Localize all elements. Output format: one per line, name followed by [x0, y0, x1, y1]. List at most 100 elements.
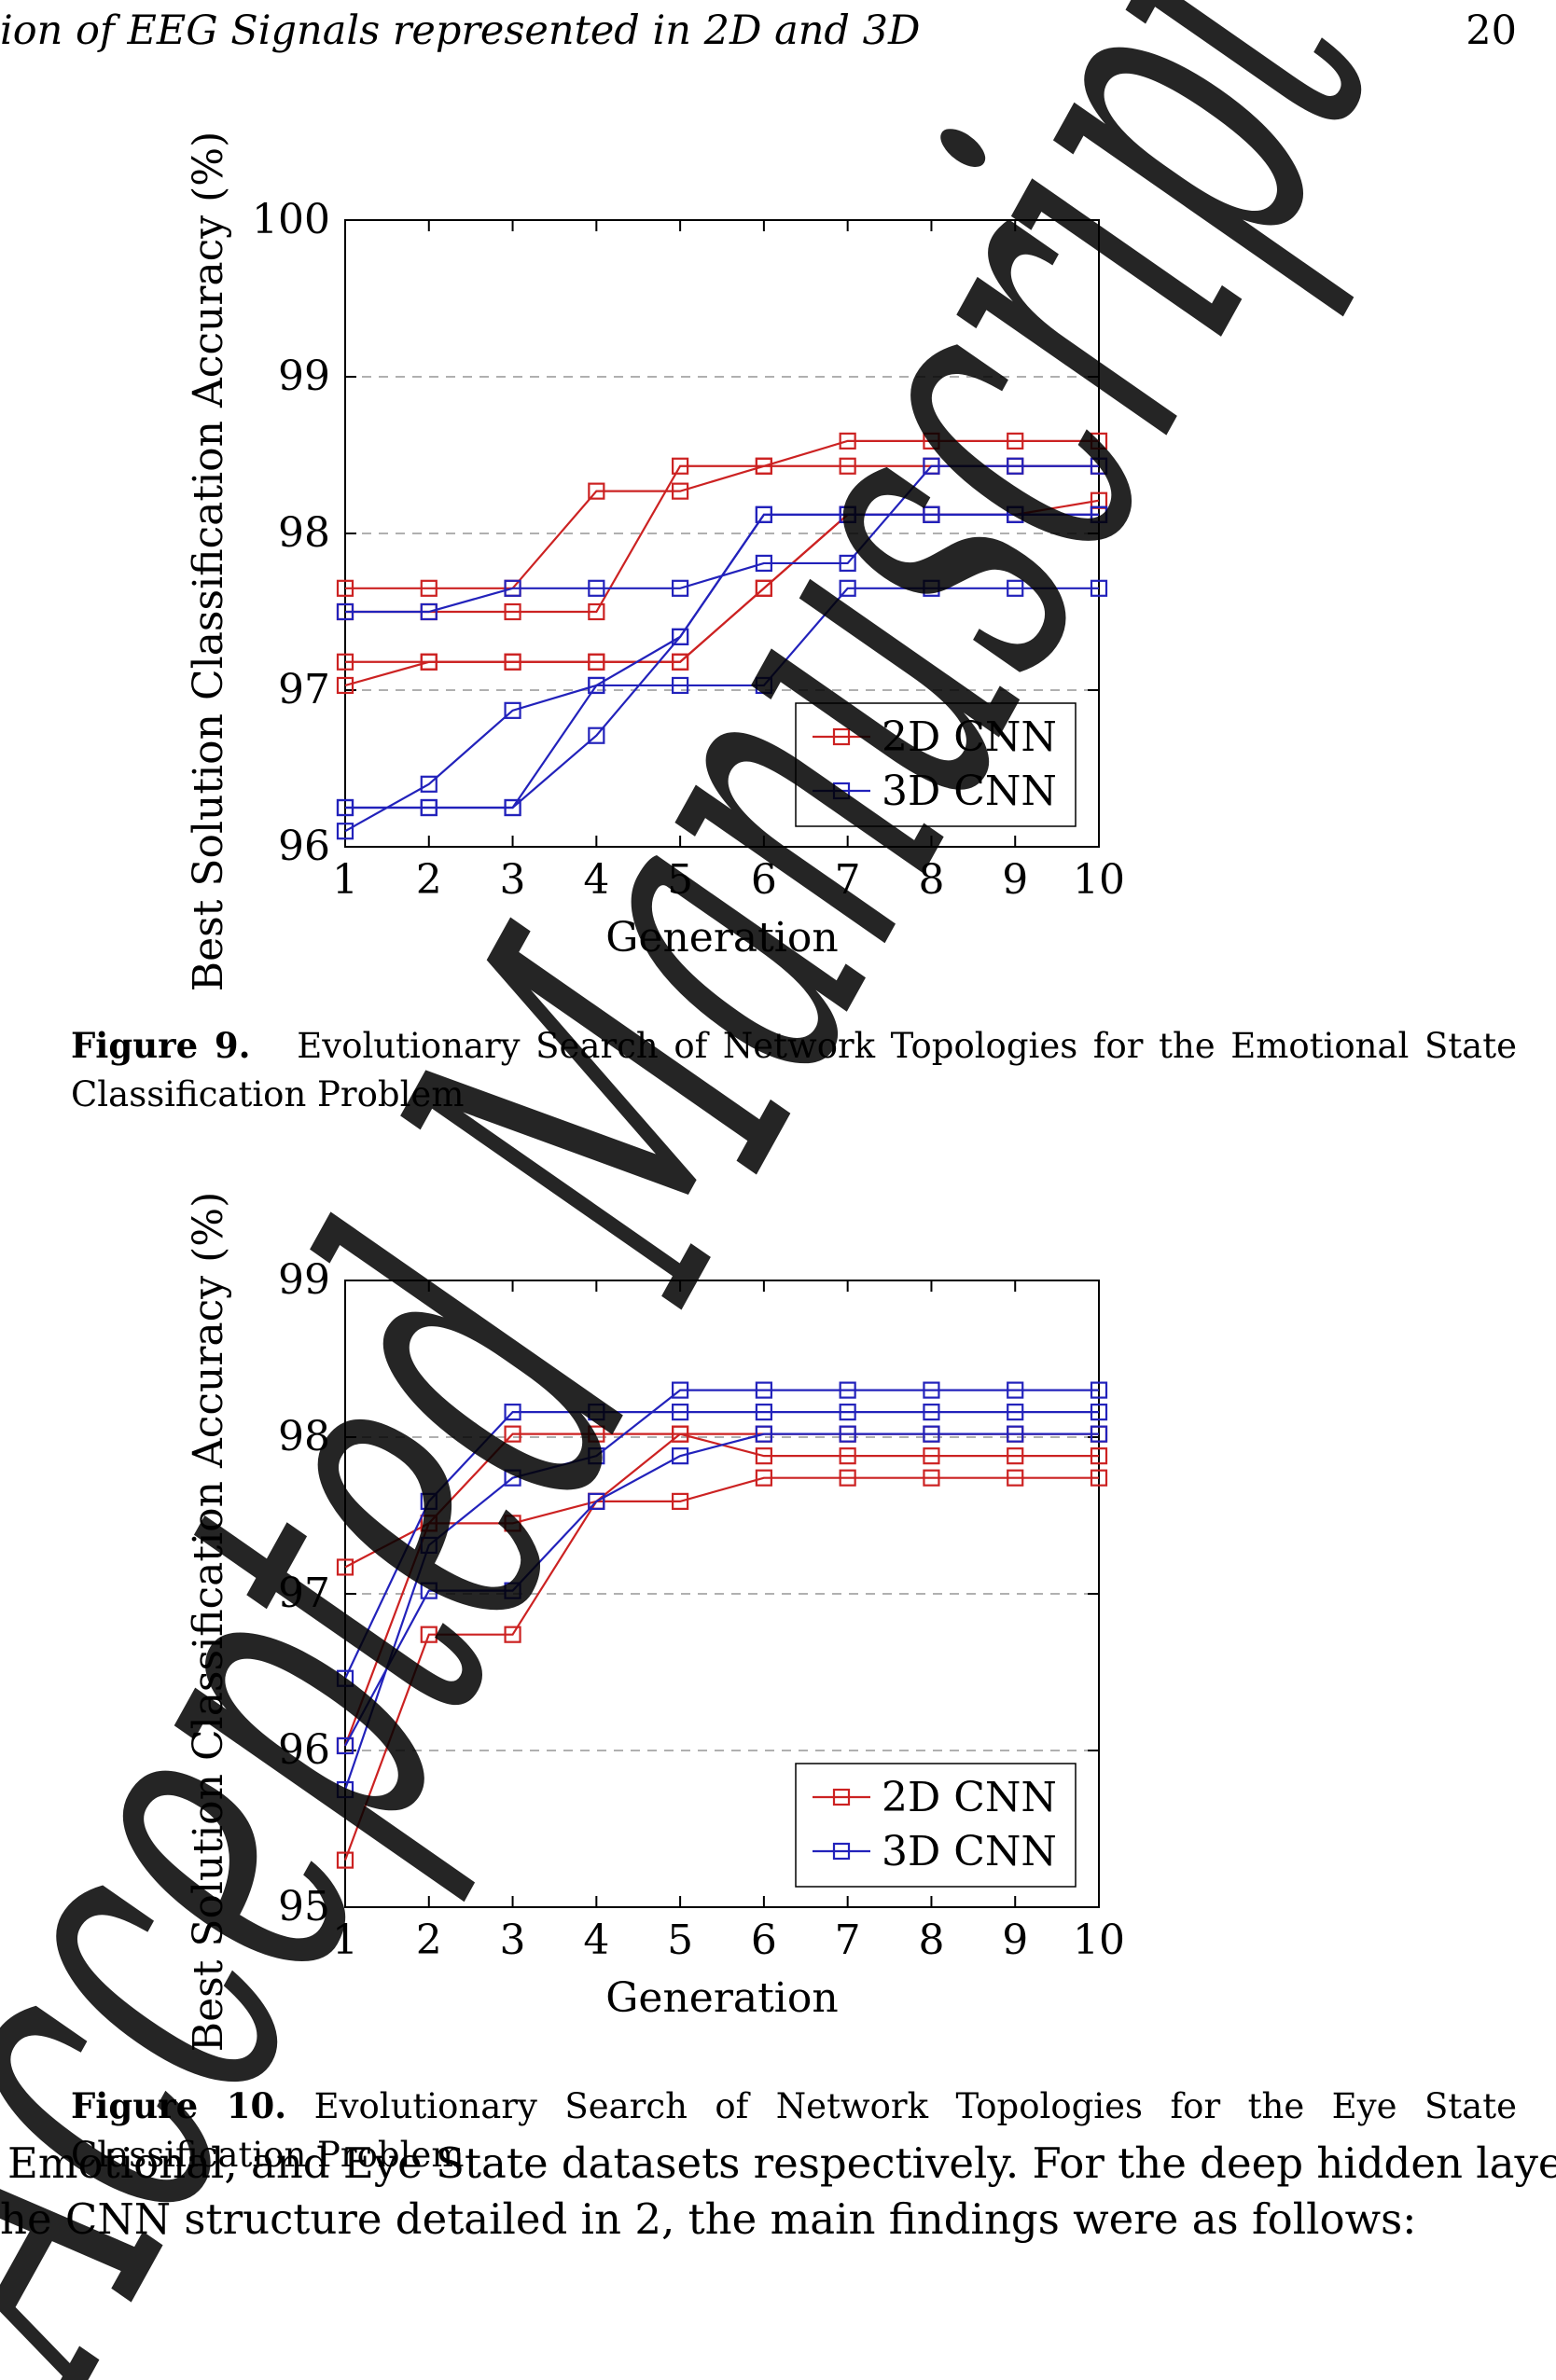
- data-point-marker: [1090, 1381, 1108, 1399]
- x-tick-label: 3: [500, 856, 526, 904]
- data-point-marker: [1007, 1447, 1024, 1465]
- data-point-marker: [420, 798, 438, 817]
- data-point-marker: [839, 505, 856, 523]
- data-point-marker: [504, 653, 521, 671]
- series-line: [345, 439, 1099, 589]
- y-tick-label: 99: [278, 353, 330, 400]
- x-tick-label: 2: [416, 1916, 442, 1964]
- y-tick-label: 98: [278, 509, 330, 557]
- data-point-marker: [1007, 1469, 1024, 1487]
- data-point-marker: [420, 1536, 438, 1555]
- data-point-marker: [336, 1780, 354, 1799]
- data-point-marker: [504, 1425, 521, 1443]
- data-point-marker: [420, 653, 438, 671]
- data-point-marker: [672, 628, 689, 645]
- legend-swatch-marker: [832, 727, 851, 746]
- figure-10-chart: 1 2 3 4 5 6 7 8 9 10 95 96 97 98 99 Generation Best Solu…: [185, 1192, 1125, 2053]
- data-point-marker: [839, 579, 856, 597]
- legend-swatch-marker: [832, 1788, 851, 1806]
- data-point-marker: [1090, 579, 1108, 597]
- data-point-marker: [588, 602, 605, 621]
- data-point-marker: [336, 579, 354, 597]
- data-point-marker: [336, 1851, 354, 1869]
- data-point-marker: [672, 457, 689, 475]
- data-point-marker: [420, 1492, 438, 1510]
- data-point-marker: [1007, 505, 1024, 523]
- series-line: [344, 1411, 1099, 1680]
- series-line: [345, 513, 1099, 809]
- x-tick-label: 5: [667, 1916, 693, 1964]
- data-point-marker: [672, 579, 689, 597]
- data-point-marker: [672, 1381, 689, 1399]
- page-number: 20: [1466, 7, 1517, 54]
- y-tick-label: 95: [278, 1883, 330, 1930]
- data-point-marker: [1007, 432, 1024, 450]
- data-point-marker: [923, 1469, 940, 1487]
- figure-9-label: Figure 9.: [71, 1025, 251, 1066]
- figure-10-label: Figure 10.: [71, 2085, 287, 2126]
- data-point-marker: [504, 579, 521, 597]
- legend-swatch-marker: [832, 1842, 851, 1861]
- data-point-marker: [336, 602, 354, 621]
- data-point-marker: [672, 676, 689, 695]
- data-point-marker: [839, 432, 856, 450]
- y-tick-label: 96: [278, 823, 330, 870]
- x-tick-label: 3: [500, 1916, 526, 1964]
- data-point-marker: [588, 1492, 605, 1510]
- data-point-marker: [923, 1447, 940, 1465]
- data-point-marker: [504, 1404, 521, 1421]
- data-point-marker: [1007, 1381, 1024, 1399]
- data-point-marker: [1090, 505, 1108, 523]
- data-point-marker: [755, 1469, 772, 1487]
- data-point-marker: [336, 1669, 354, 1687]
- y-tick-label: 100: [252, 196, 330, 243]
- data-point-marker: [588, 676, 605, 695]
- data-point-marker: [755, 1404, 772, 1421]
- x-tick-label: 9: [1002, 856, 1028, 904]
- figure-10-caption: Figure 10. Evolutionary Search of Networ…: [71, 2082, 1517, 2179]
- x-tick-label: 9: [1002, 1916, 1028, 1964]
- data-point-marker: [420, 1582, 438, 1599]
- x-axis-label: Generation: [605, 914, 838, 962]
- data-point-marker: [839, 1404, 856, 1421]
- data-point-marker: [923, 432, 940, 450]
- data-point-marker: [336, 653, 354, 671]
- x-tick-label: 4: [583, 856, 609, 904]
- data-point-marker: [1090, 457, 1108, 475]
- data-point-marker: [923, 1425, 940, 1443]
- running-title: ion of EEG Signals represented in 2D and…: [0, 7, 921, 54]
- legend-swatch-marker: [832, 782, 851, 800]
- data-point-marker: [839, 1447, 856, 1465]
- data-point-marker: [923, 579, 940, 597]
- data-point-marker: [923, 457, 940, 475]
- data-point-marker: [588, 726, 605, 744]
- data-point-marker: [588, 1425, 605, 1443]
- data-point-marker: [588, 579, 605, 597]
- x-tick-label: 6: [751, 1916, 777, 1964]
- legend-label: 2D CNN: [882, 1774, 1057, 1821]
- data-point-marker: [839, 1381, 856, 1399]
- data-point-marker: [1007, 1404, 1024, 1421]
- data-point-marker: [336, 823, 354, 840]
- figure-10-caption-text: Evolutionary Search of Network Topologie…: [71, 2086, 1517, 2175]
- figure-9-caption-text: Evolutionary Search of Network Topologie…: [71, 1026, 1517, 1114]
- data-point-marker: [420, 602, 438, 621]
- x-tick-label: 7: [835, 856, 861, 904]
- data-point-marker: [1090, 432, 1108, 450]
- legend-box: [795, 1763, 1077, 1888]
- data-point-marker: [336, 798, 354, 817]
- data-point-marker: [672, 482, 689, 500]
- data-point-marker: [755, 457, 772, 475]
- data-point-marker: [672, 1492, 689, 1510]
- data-point-marker: [504, 798, 521, 817]
- x-tick-label: 1: [332, 1916, 358, 1964]
- running-head: ion of EEG Signals represented in 2D and…: [0, 7, 1556, 63]
- x-tick-label: 2: [416, 856, 442, 904]
- data-point-marker: [588, 482, 605, 500]
- data-point-marker: [1090, 1447, 1108, 1465]
- data-point-marker: [839, 1469, 856, 1487]
- y-tick-label: 98: [278, 1413, 330, 1460]
- data-point-marker: [588, 1404, 605, 1421]
- data-point-marker: [672, 653, 689, 671]
- x-tick-label: 7: [835, 1916, 861, 1964]
